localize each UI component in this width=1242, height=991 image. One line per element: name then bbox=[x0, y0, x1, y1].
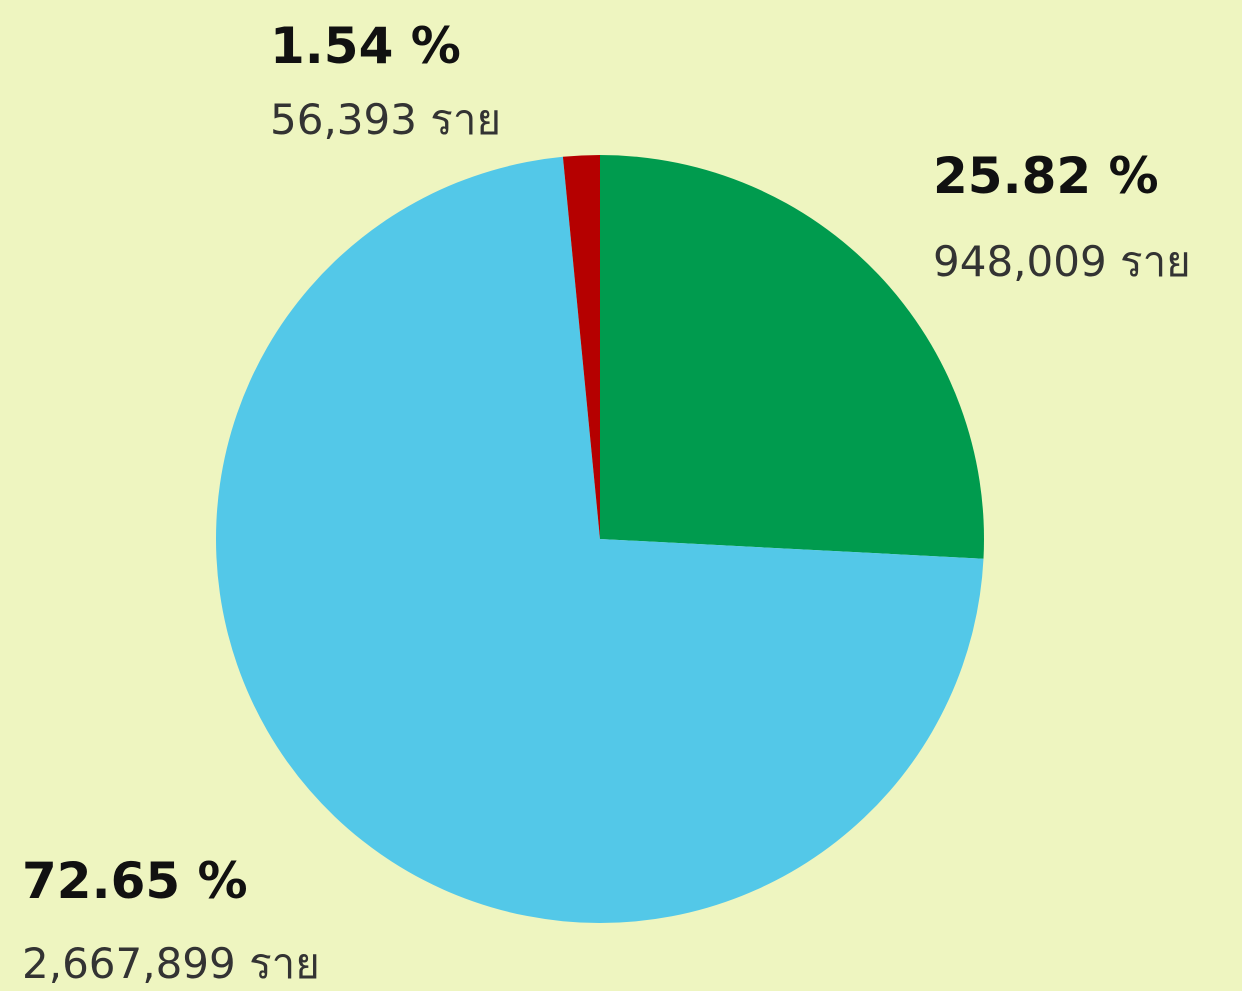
count-label: 56,393 ราย bbox=[270, 95, 501, 144]
pie-slice bbox=[216, 156, 984, 923]
pie-slice bbox=[562, 155, 600, 539]
pie-slice bbox=[600, 155, 984, 559]
percent-label: 1.54 % bbox=[270, 17, 461, 75]
percent-label: 72.65 % bbox=[22, 852, 248, 910]
percent-label: 25.82 % bbox=[933, 147, 1159, 205]
count-label: 2,667,899 ราย bbox=[22, 939, 320, 988]
count-label: 948,009 ราย bbox=[933, 237, 1191, 286]
